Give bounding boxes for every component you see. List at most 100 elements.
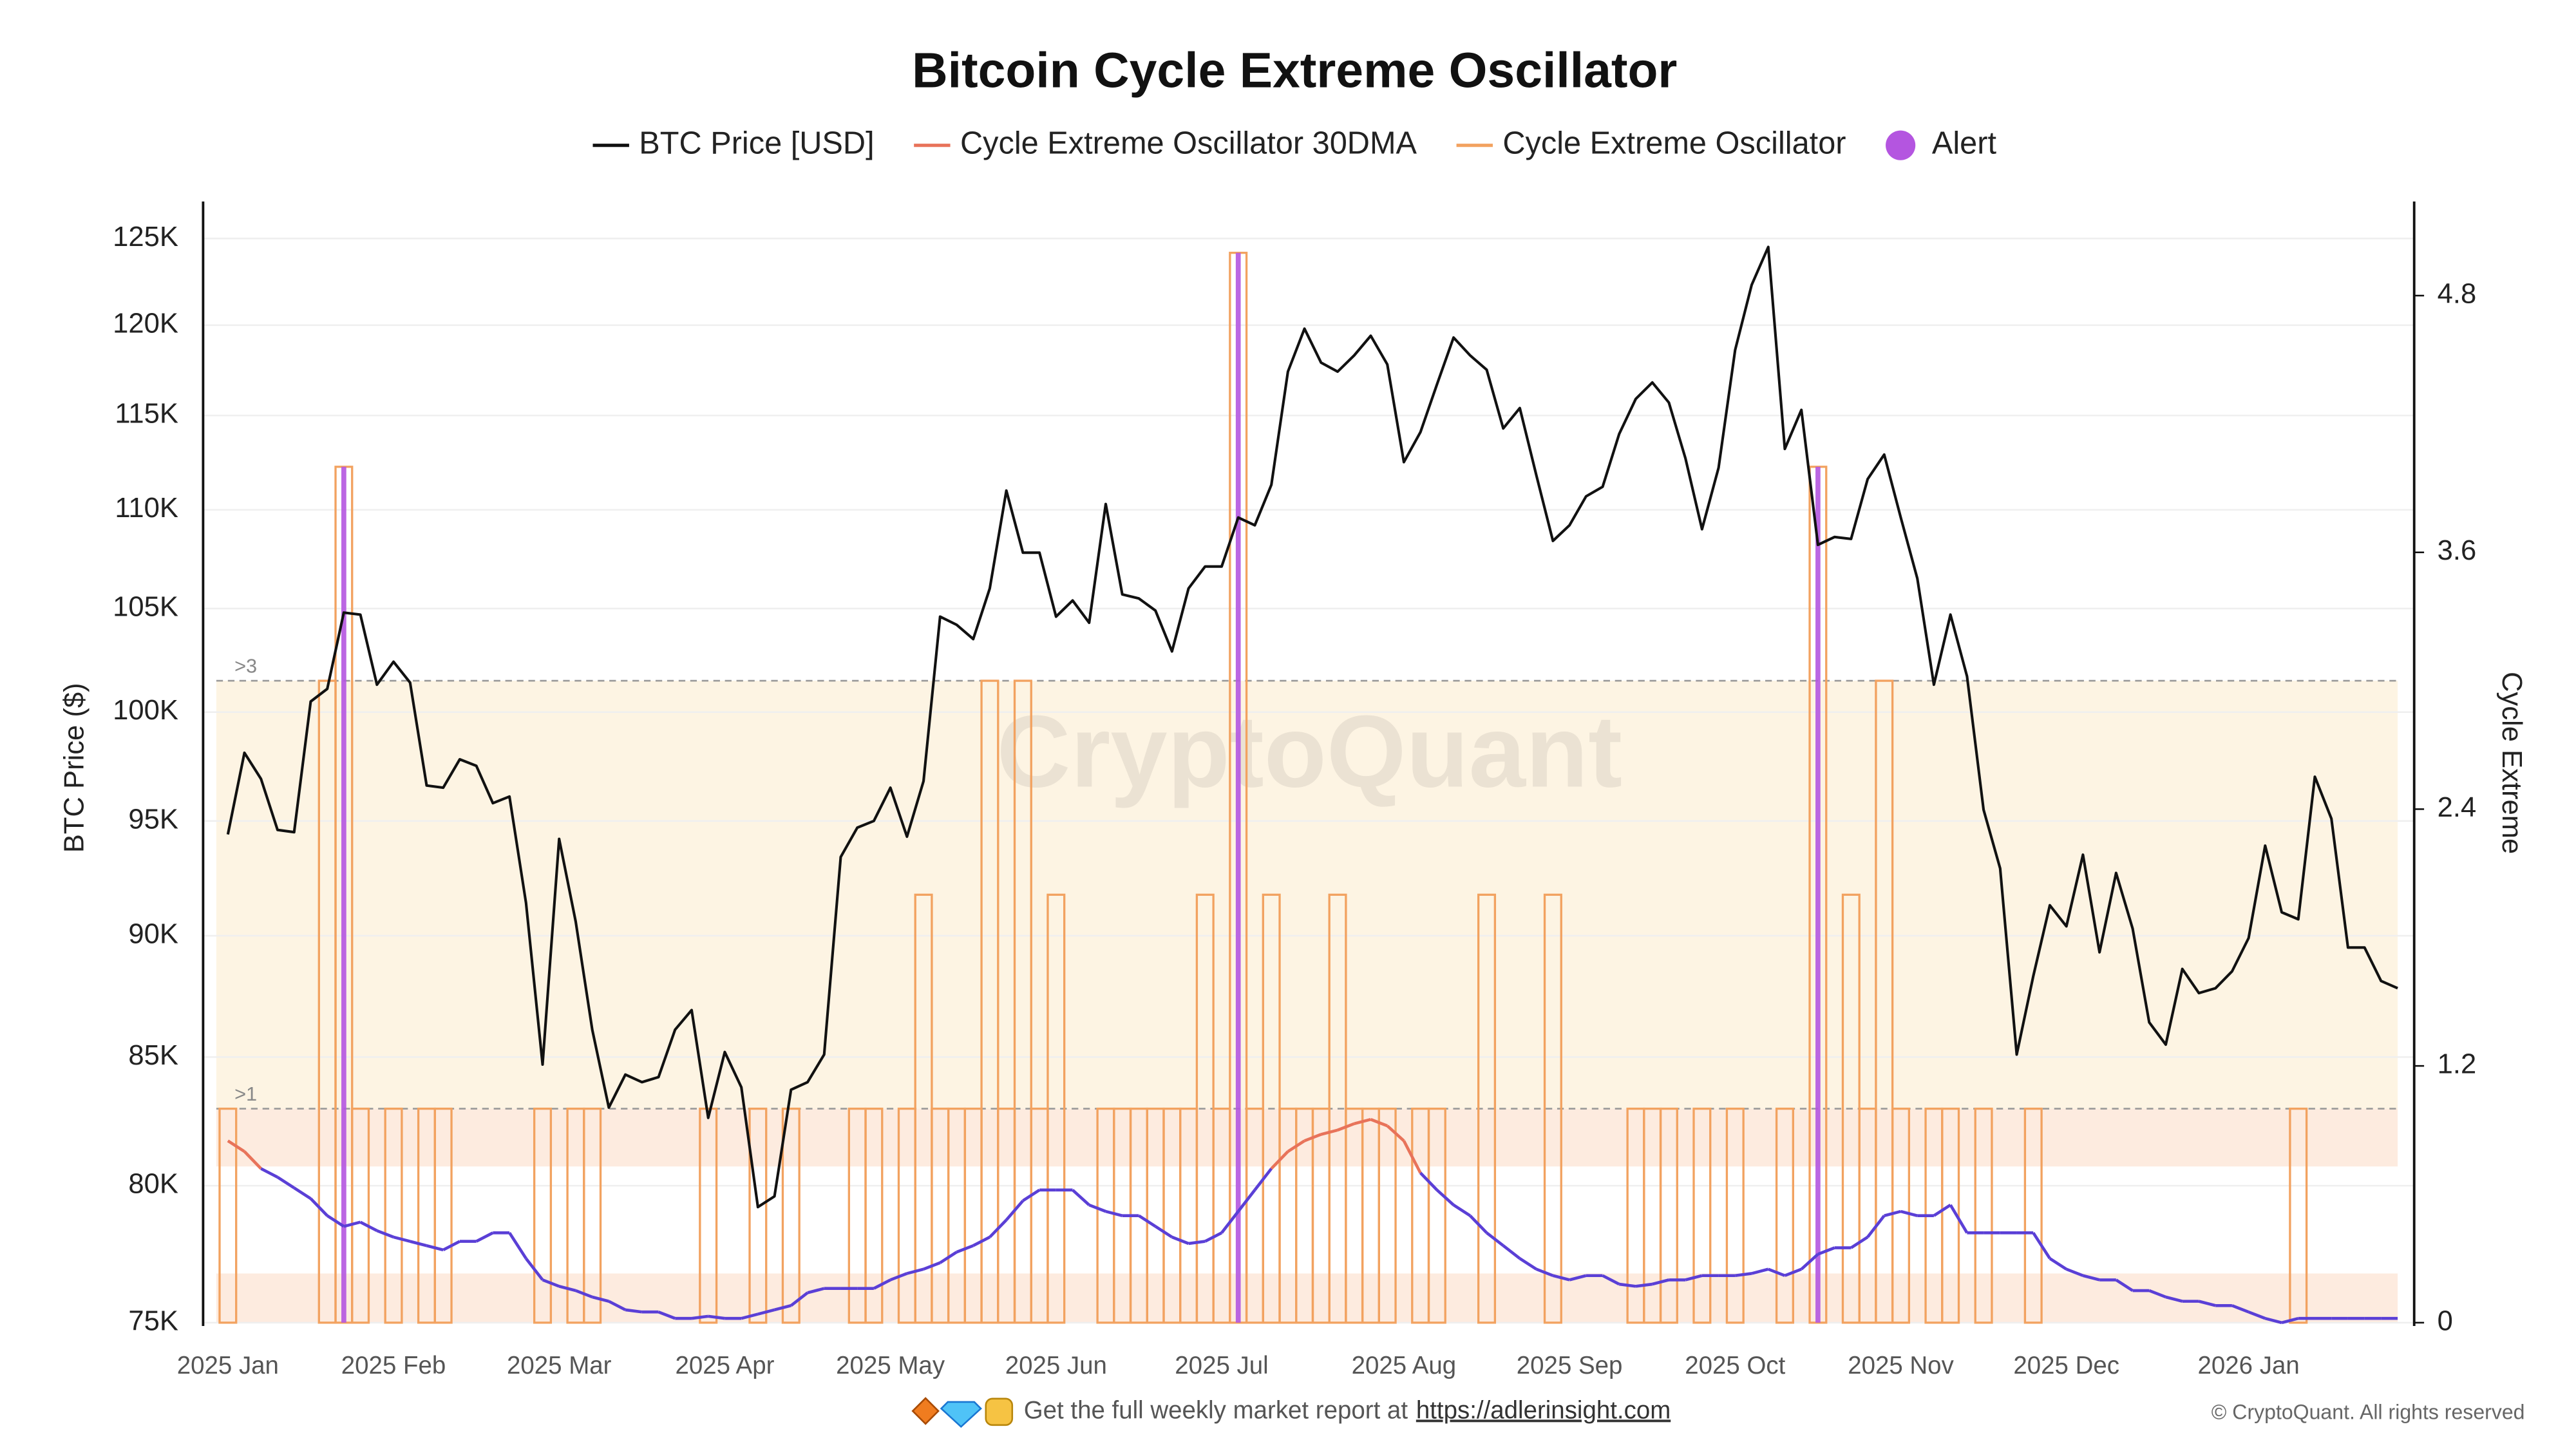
dma-segment [873,1278,891,1290]
band [216,681,2398,1109]
dma-segment [1270,1150,1289,1170]
dma-segment [508,1232,527,1260]
dma-segment [426,1244,444,1252]
dma-segment [1569,1274,1587,1282]
dma-segment [1154,1225,1173,1238]
dma-segment [625,1308,643,1314]
dma-segment [1519,1257,1537,1271]
dma-segment [227,1139,245,1153]
alert-bar [1815,466,1821,1323]
band [216,1108,2398,1167]
x-tick-label: 2025 Aug [1352,1352,1457,1379]
dma-segment [1188,1240,1206,1245]
y2-tick-label: 2.4 [2438,792,2477,823]
dma-segment [741,1312,759,1320]
x-tick-label: 2025 Jun [1005,1352,1107,1379]
dma-segment [1171,1235,1189,1245]
footer-text: Get the full weekly market report at [1024,1396,1408,1424]
y2-tick-label: 4.8 [2438,279,2477,310]
dma-segment [939,1251,958,1264]
dma-segment [2165,1295,2183,1303]
dma-segment [376,1229,394,1239]
x-tick-label: 2025 Dec [2013,1352,2119,1379]
y-tick-label: 85K [128,1040,178,1071]
threshold-label: >3 [234,655,257,677]
x-tick-label: 2025 Jul [1175,1352,1268,1379]
oscillator-bar [1692,1107,1712,1324]
dma-segment [1022,1188,1041,1202]
dma-segment [2264,1316,2282,1325]
dma-segment [1402,1140,1422,1174]
oscillator-bar [2289,1107,2308,1324]
dma-segment [276,1175,295,1189]
legend: BTC Price [USD] Cycle Extreme Oscillator … [592,126,1996,161]
dma-segment [1850,1236,1869,1249]
dma-segment [575,1289,593,1299]
dma-segment [1751,1267,1769,1275]
x-tick-label: 2025 Nov [1848,1352,1954,1379]
dma-segment [1253,1168,1273,1191]
dma-segment [326,1214,345,1228]
y-axis-title: BTC Price ($) [59,683,90,853]
oscillator-bar [533,1107,553,1324]
icon [940,1401,982,1428]
x-tick-label: 2025 Apr [675,1352,774,1379]
oscillator-bar [218,1107,238,1324]
footer-link[interactable]: https://adlerinsight.com [1416,1396,1671,1424]
y-tick-label: 75K [128,1305,178,1336]
y-tick-label: 120K [113,308,178,339]
dma-segment [658,1311,676,1320]
dma-segment [691,1314,709,1320]
y-tick-label: 90K [128,918,178,949]
oscillator-bar [384,1107,403,1324]
x-tick-label: 2025 Mar [507,1352,612,1379]
x-tick-label: 2025 May [836,1352,945,1379]
dma-segment [2032,1232,2051,1260]
dma-segment [393,1235,411,1243]
dma-segment [807,1287,825,1294]
dma-segment [757,1308,775,1316]
dma-segment [1900,1209,1918,1217]
oscillator-bar [433,1107,453,1324]
footer-icons [911,1397,1014,1428]
dma-segment [1320,1128,1338,1136]
dma-segment [1469,1215,1488,1234]
dma-segment [608,1300,627,1311]
dma-segment [1767,1267,1786,1277]
dma-segment [1435,1189,1455,1206]
dma-segment [475,1231,494,1243]
dma-segment [1071,1189,1090,1206]
legend-label: BTC Price [USD] [639,126,874,161]
watermark: CryptoQuant [997,694,1622,808]
oscillator-bar [1974,1107,1993,1324]
alert-bar [1235,252,1241,1323]
x-tick-label: 2026 Jan [2197,1352,2299,1379]
dma-segment [309,1197,328,1217]
icon [985,1397,1014,1426]
dma-segment [1884,1209,1902,1217]
dma-segment [790,1291,809,1307]
oscillator-bar [1725,1107,1745,1324]
legend-label: Cycle Extreme Oscillator 30DMA [960,126,1417,161]
chart-title: Bitcoin Cycle Extreme Oscillator [912,43,1677,99]
dma-segment [1370,1118,1388,1128]
y2-tick-label: 3.6 [2438,535,2477,566]
dma-segment [1452,1204,1472,1217]
price-line [226,245,2398,1209]
oscillator-bar [1013,679,1032,1324]
y2-tick-label: 1.2 [2438,1049,2477,1080]
band [216,1273,2398,1323]
dma-segment [1486,1231,1504,1247]
dma-segment [923,1261,941,1271]
oscillator-bar [1891,1107,1911,1324]
dma-segment [1933,1204,1951,1217]
y-tick-label: 115K [115,399,178,430]
dma-segment [2115,1278,2134,1292]
oscillator-bar [583,1107,602,1324]
dma-segment [1784,1267,1803,1277]
dma-segment [2248,1311,2266,1320]
oscillator-bar [351,1107,370,1324]
alert-bar [341,466,346,1323]
